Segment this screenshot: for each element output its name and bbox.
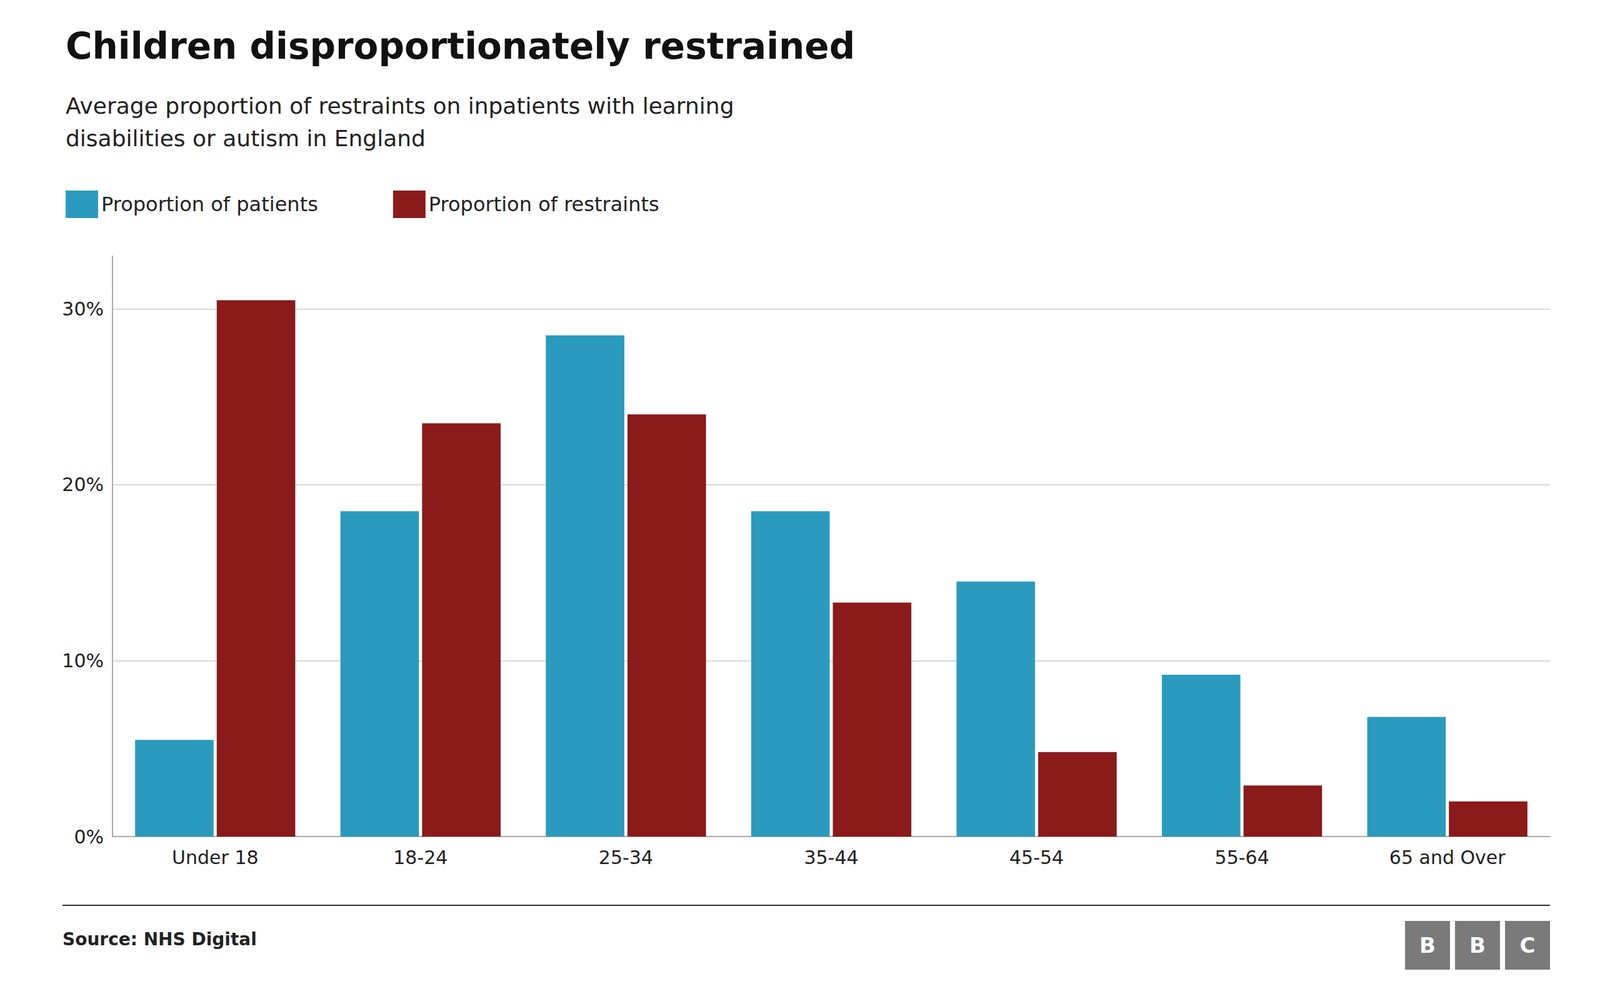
svg-text:Proportion of patients: Proportion of patients xyxy=(101,192,319,217)
svg-text:10%: 10% xyxy=(61,650,104,672)
svg-text:65 and Over: 65 and Over xyxy=(1389,846,1507,869)
svg-text:45-54: 45-54 xyxy=(1009,846,1064,869)
svg-text:Children disproportionately re: Children disproportionately restrained xyxy=(65,25,855,68)
svg-text:30%: 30% xyxy=(61,298,104,320)
svg-text:B: B xyxy=(1469,933,1486,959)
svg-text:Average proportion of restrain: Average proportion of restraints on inpa… xyxy=(65,93,735,119)
svg-text:Proportion of restraints: Proportion of restraints xyxy=(428,192,660,217)
svg-text:20%: 20% xyxy=(61,473,104,496)
svg-text:Under 18: Under 18 xyxy=(171,846,259,869)
svg-text:C: C xyxy=(1520,933,1536,959)
svg-text:disabilities or autism in Engl: disabilities or autism in England xyxy=(65,125,426,152)
svg-text:55-64: 55-64 xyxy=(1215,846,1270,869)
svg-text:B: B xyxy=(1419,933,1436,959)
svg-text:0%: 0% xyxy=(73,826,104,849)
svg-text:35-44: 35-44 xyxy=(803,846,859,869)
svg-text:18-24: 18-24 xyxy=(393,846,448,869)
svg-text:25-34: 25-34 xyxy=(598,846,654,869)
svg-text:Source: NHS Digital: Source: NHS Digital xyxy=(62,929,257,950)
